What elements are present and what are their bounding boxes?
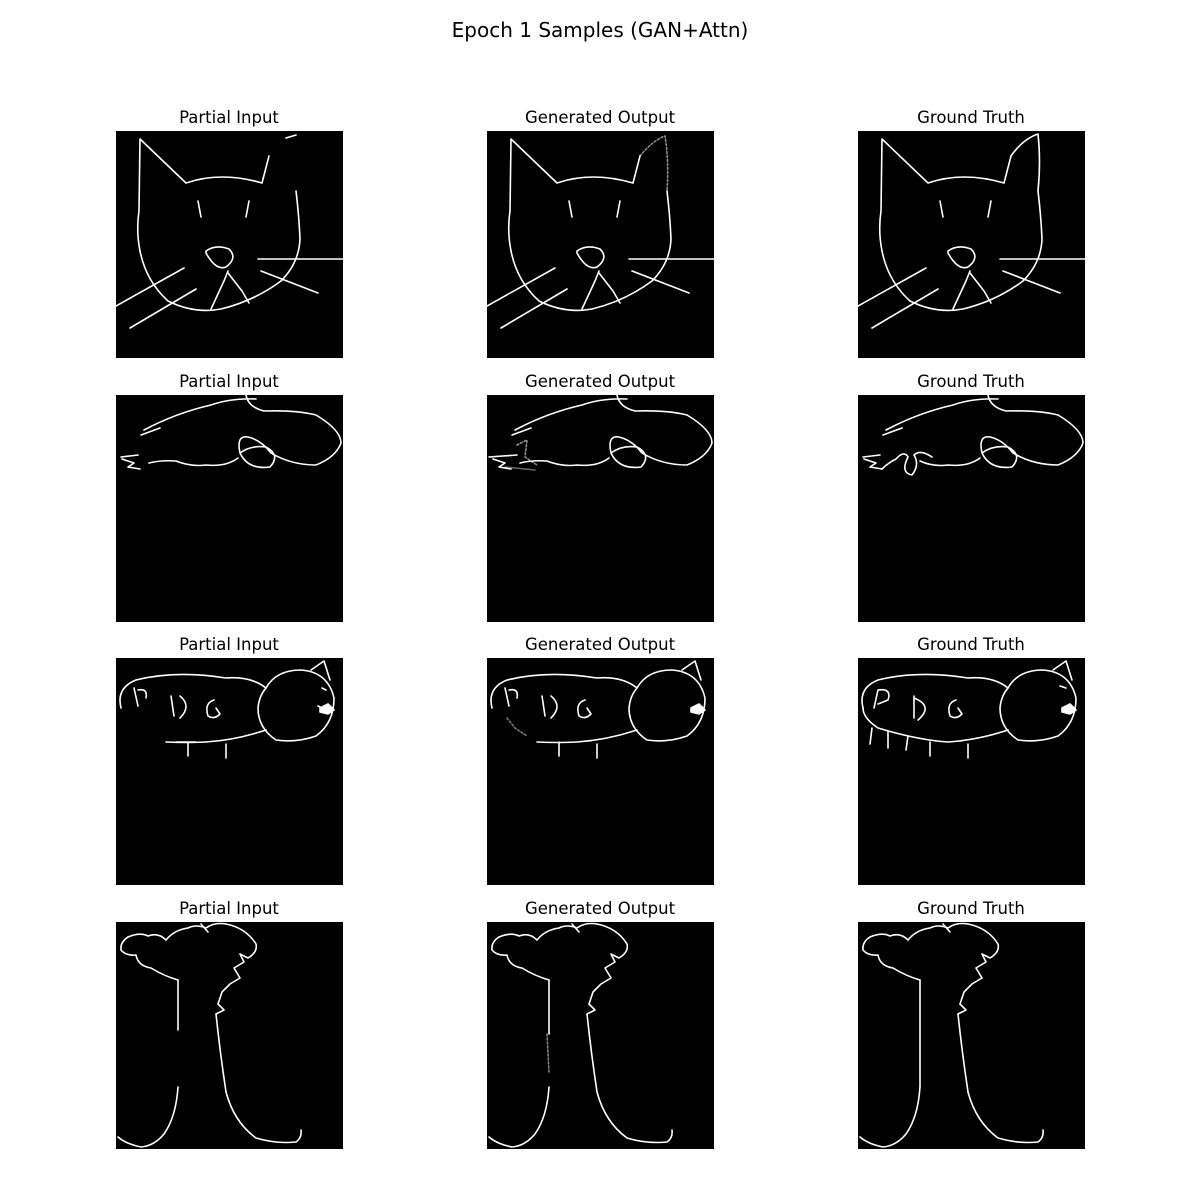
panel-title-ground-truth-row1: Ground Truth [917,108,1025,127]
panel-ground-truth-row4 [858,922,1085,1149]
panel-generated-output-row2 [487,395,714,622]
sketch-dog-partial [119,660,335,759]
panel-title-generated-output-row3: Generated Output [524,635,676,654]
panel-title-partial-input-row3: Partial Input [179,635,279,654]
sketch-dog-generated [490,660,706,759]
panel-title-ground-truth-row2: Ground Truth [917,372,1025,391]
panel-generated-output-row4 [487,922,714,1149]
panel-title-ground-truth-row4: Ground Truth [917,899,1025,918]
sketch-cat-ground-truth [858,133,1085,329]
panel-generated-output-row1 [487,131,714,358]
panel-title-partial-input-row1: Partial Input [179,108,279,127]
panel-partial-input-row1 [116,131,343,358]
panel-partial-input-row2 [116,395,343,622]
panel-title-generated-output-row1: Generated Output [524,108,676,127]
figure-title: Epoch 1 Samples (GAN+Attn) [451,18,749,42]
sketch-tree-generated [488,922,673,1148]
sketch-cat-partial [116,134,343,329]
sketch-cloud-partial [120,395,342,470]
panel-ground-truth-row1 [858,131,1085,358]
panel-title-partial-input-row2: Partial Input [179,372,279,391]
panel-generated-output-row3 [487,658,714,885]
sketch-dog-ground-truth [861,660,1077,759]
sketch-tree-ground-truth [859,922,1044,1148]
sketch-cat-generated [487,135,714,329]
panel-title-generated-output-row4: Generated Output [524,899,676,918]
panel-ground-truth-row3 [858,658,1085,885]
panel-partial-input-row3 [116,658,343,885]
sketch-cloud-generated [488,395,713,471]
sketch-tree-partial [117,922,302,1148]
sketch-cloud-ground-truth [862,395,1084,476]
panel-title-partial-input-row4: Partial Input [179,899,279,918]
panel-title-generated-output-row2: Generated Output [524,372,676,391]
panel-ground-truth-row2 [858,395,1085,622]
panel-title-ground-truth-row3: Ground Truth [917,635,1025,654]
panel-partial-input-row4 [116,922,343,1149]
